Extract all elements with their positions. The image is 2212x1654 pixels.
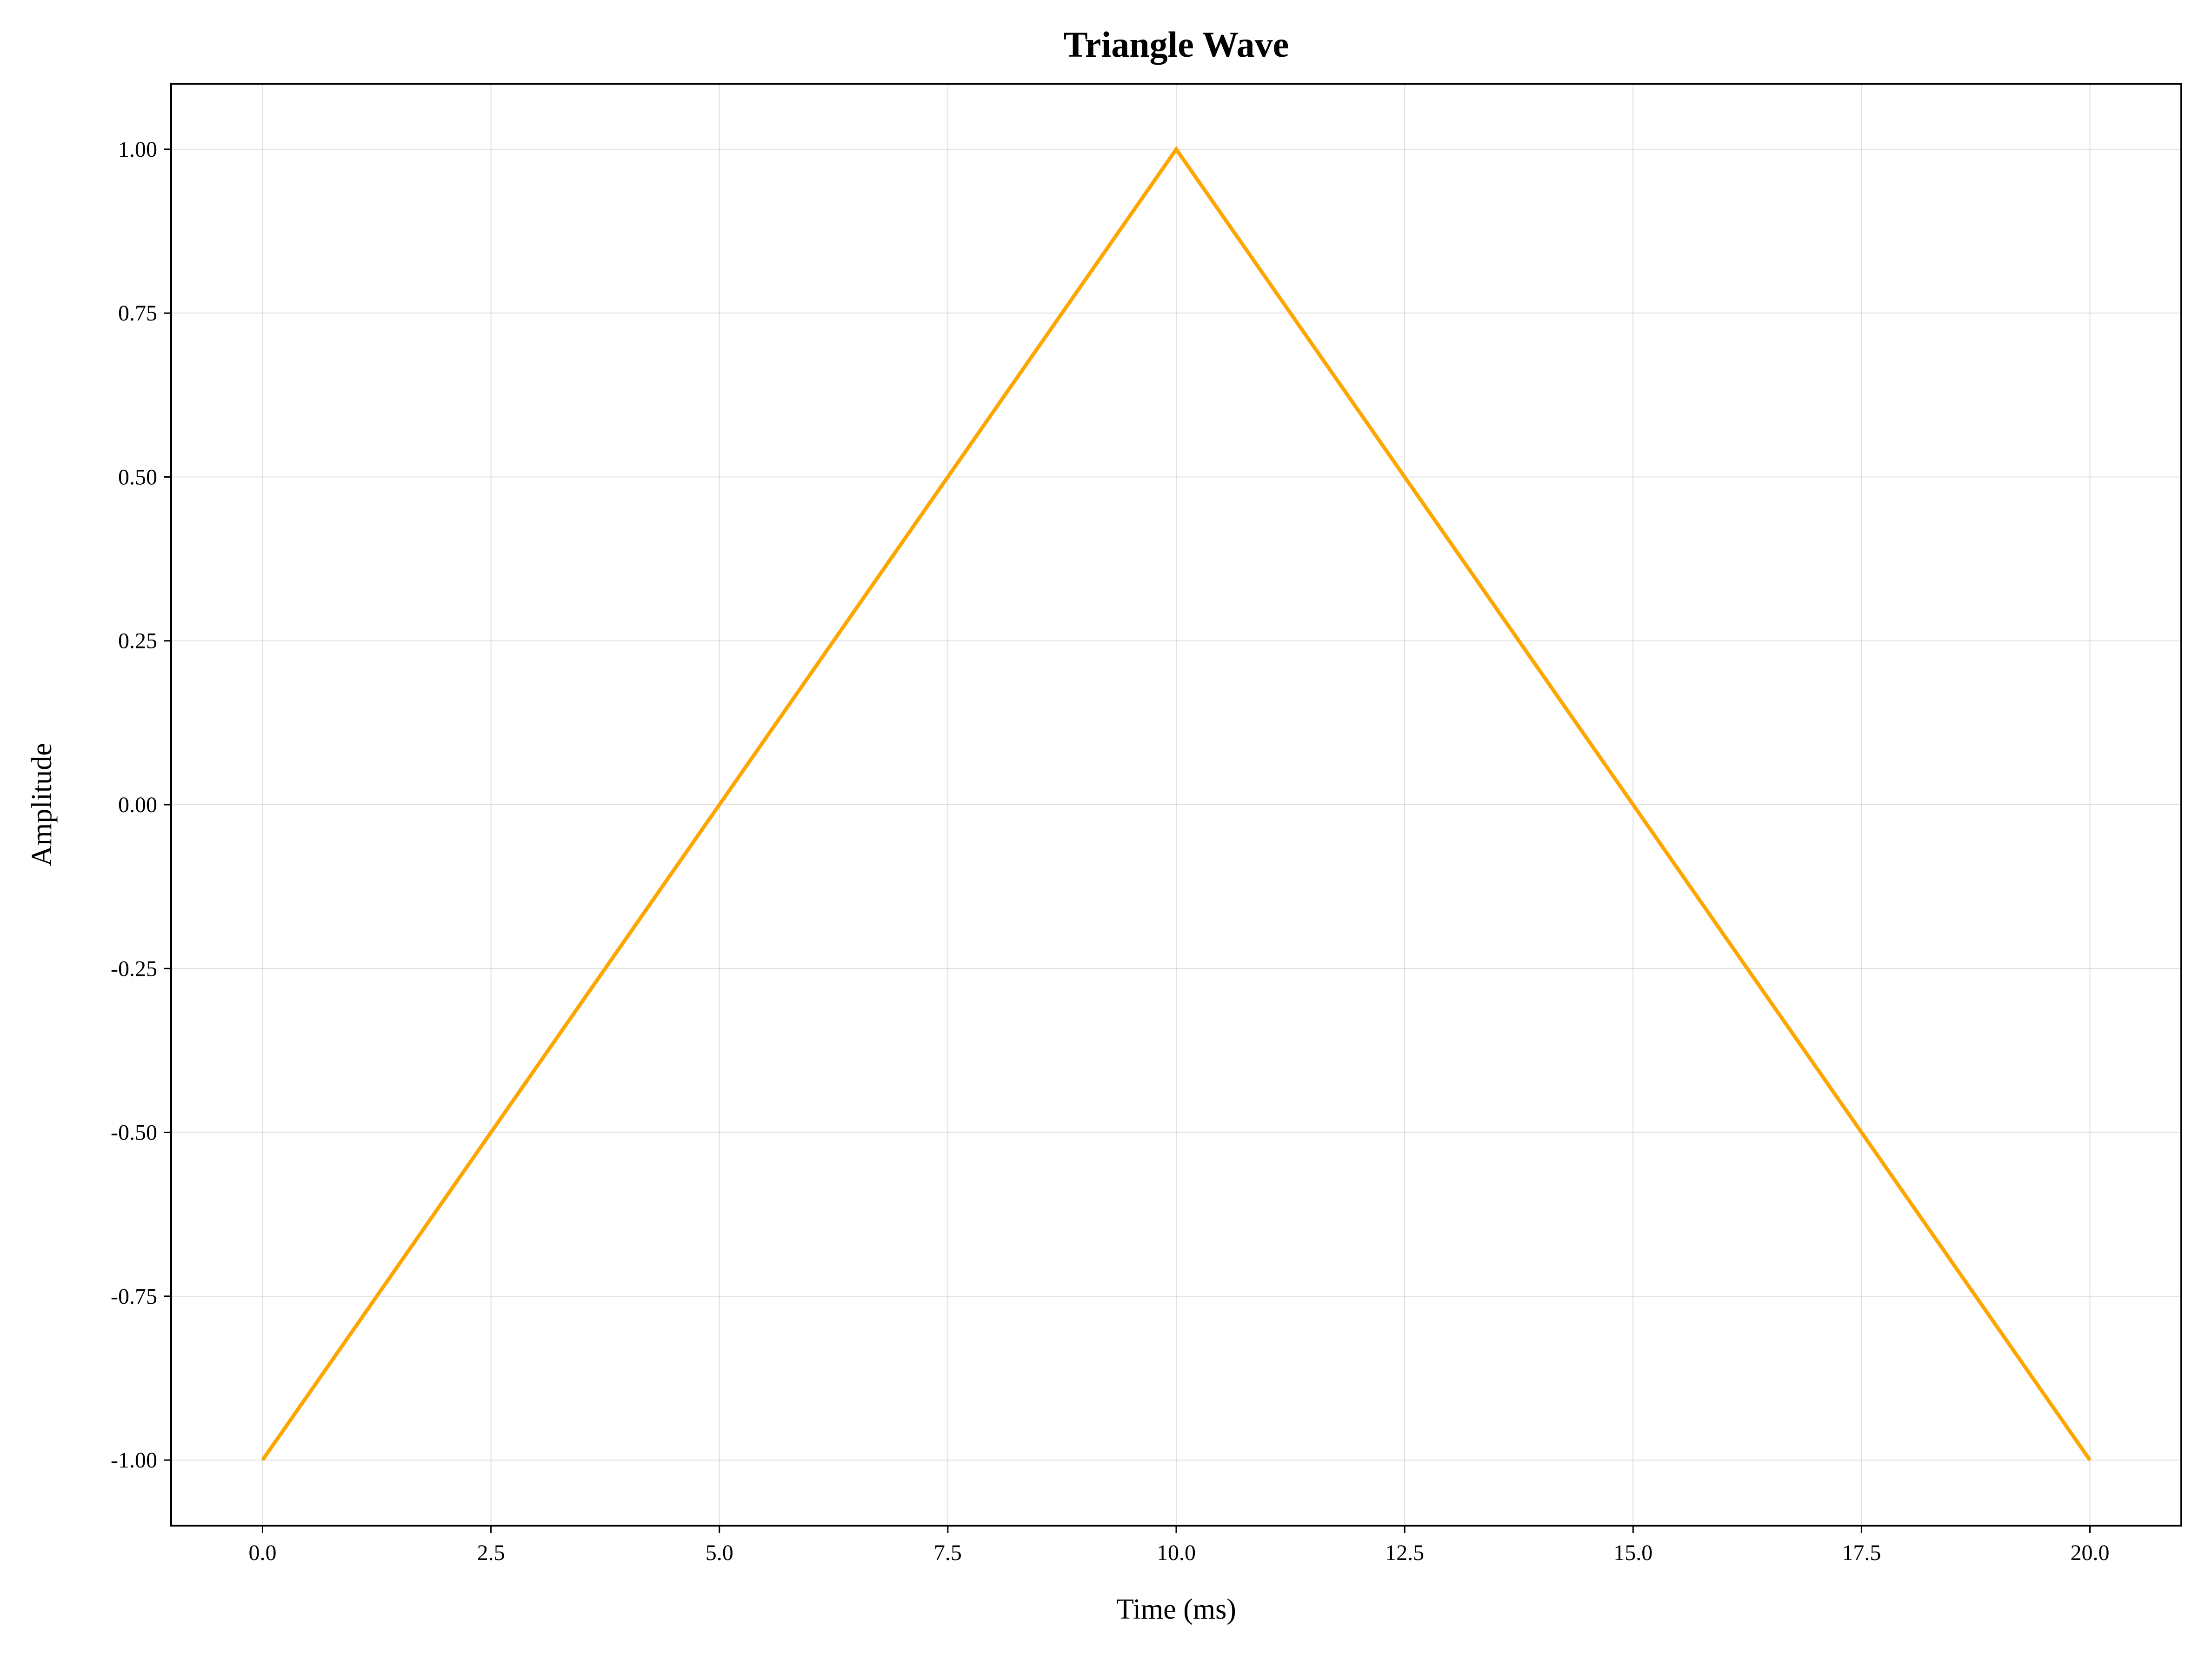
y-tick-label: 1.00	[118, 137, 157, 162]
x-tick-label: 17.5	[1842, 1541, 1881, 1565]
x-tick-label: 10.0	[1157, 1541, 1196, 1565]
chart-title: Triangle Wave	[1064, 24, 1289, 65]
series-layer	[261, 146, 2092, 1461]
x-tick-label: 15.0	[1613, 1541, 1652, 1565]
x-tick-label: 12.5	[1385, 1541, 1424, 1565]
series-line	[261, 146, 2092, 1461]
y-tick-label: 0.25	[118, 629, 157, 654]
x-tick-label: 20.0	[2071, 1541, 2110, 1565]
y-tick-label: -0.75	[111, 1284, 157, 1309]
y-axis-label: Amplitude	[26, 743, 58, 866]
y-tick-label: -0.50	[111, 1120, 157, 1145]
y-tick-label: 0.75	[118, 301, 157, 326]
y-tick-label: -0.25	[111, 956, 157, 981]
x-tick-label: 7.5	[934, 1541, 962, 1565]
x-tick-label: 2.5	[477, 1541, 505, 1565]
y-tick-label: 0.00	[118, 793, 157, 817]
x-tick-label: 5.0	[706, 1541, 733, 1565]
x-tick-label: 0.0	[248, 1541, 276, 1565]
ticks: 0.0 2.5 5.0 7.5 10.0 12.5 15.0 17.5 20.0 1.00 0.75…	[111, 137, 2110, 1565]
x-axis-label: Time (ms)	[1116, 1594, 1236, 1625]
y-tick-label: -1.00	[111, 1448, 157, 1473]
y-tick-label: 0.50	[118, 465, 157, 489]
